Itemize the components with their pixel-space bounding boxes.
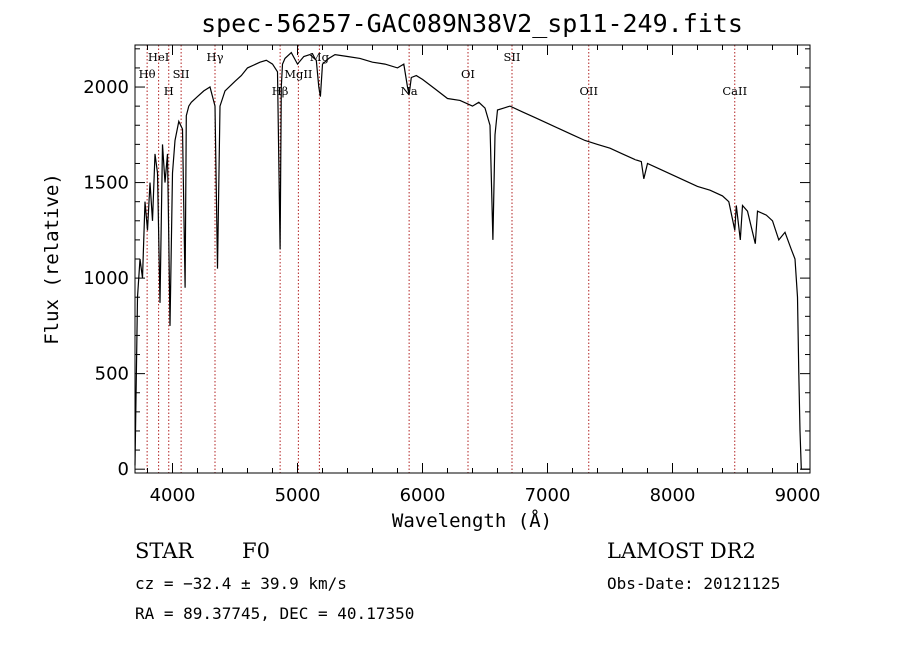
y-tick-label: 2000: [83, 77, 129, 98]
line-marker-label: OII: [579, 84, 598, 98]
x-tick-label: 4000: [150, 485, 196, 506]
line-marker-label: OI: [461, 67, 475, 81]
plot-frame: [134, 44, 811, 474]
x-axis-label: Wavelength (Å): [392, 509, 552, 532]
line-marker-label: HeI: [148, 50, 169, 64]
x-tick-label: 7000: [525, 485, 571, 506]
line-marker-label: MgII: [284, 67, 312, 81]
survey-name: LAMOST DR2: [607, 539, 756, 563]
x-tick-label: 9000: [775, 485, 821, 506]
line-marker-label: Hθ: [139, 67, 156, 81]
y-axis-label: Flux (relative): [41, 173, 63, 345]
line-marker-label: Hβ: [272, 84, 289, 98]
line-marker-label: H: [164, 84, 174, 98]
redshift-cz: cz = −32.4 ± 39.9 km/s: [135, 574, 347, 593]
y-tick-label: 0: [118, 459, 129, 480]
spectral-subclass: F0: [242, 539, 270, 563]
line-marker-label: Hγ: [207, 50, 224, 64]
x-tick-label: 8000: [650, 485, 696, 506]
y-tick-label: 1500: [83, 173, 129, 194]
spectrum-series: [134, 51, 810, 470]
y-tick-label: 1000: [83, 268, 129, 289]
chart-title: spec-56257-GAC089N38V2_sp11-249.fits: [201, 9, 743, 38]
line-marker-label: CaII: [722, 84, 747, 98]
observation-date: Obs-Date: 20121125: [607, 574, 780, 593]
line-marker-label: SII: [173, 67, 190, 81]
x-tick-label: 6000: [400, 485, 446, 506]
sky-coordinates: RA = 89.37745, DEC = 40.17350: [135, 604, 414, 623]
axis-ticks: 4000 5000 6000 7000 8000 9000 0 500 1000 1500 2000: [83, 45, 820, 506]
x-tick-label: 5000: [275, 485, 321, 506]
line-marker-label: SII: [504, 50, 521, 64]
line-marker-label: Mg: [310, 50, 330, 64]
y-tick-label: 500: [95, 364, 129, 385]
object-class: STAR: [135, 539, 194, 563]
